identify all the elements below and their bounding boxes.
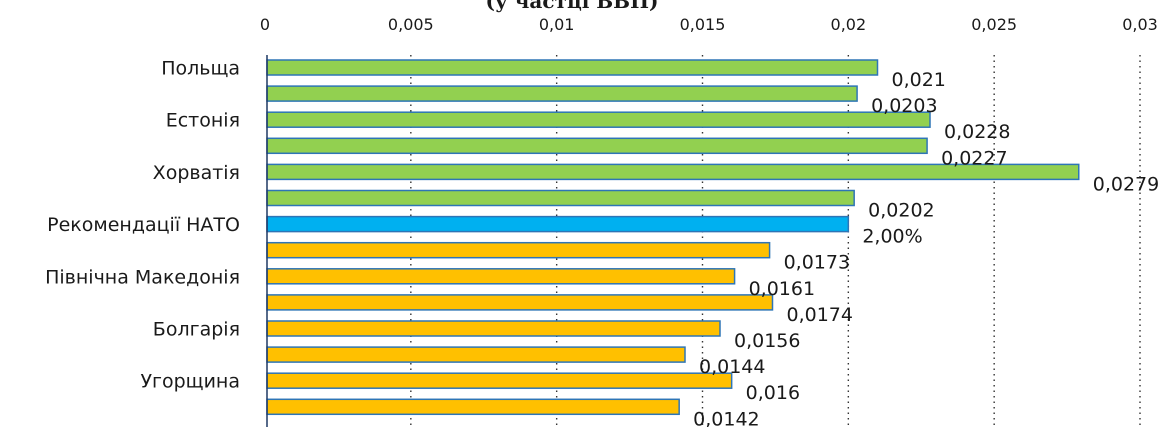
bar: [266, 294, 774, 311]
data-label: 0,0228: [944, 121, 1010, 143]
data-label: 0,0174: [787, 304, 853, 326]
x-tick-label: 0,03: [1122, 15, 1158, 34]
bar: [266, 85, 858, 102]
data-label: 0,0144: [699, 356, 765, 378]
bar: [266, 137, 928, 155]
bar: [266, 241, 771, 259]
x-tick-label: 0,005: [388, 15, 434, 34]
x-tick-label: 0,025: [971, 15, 1017, 34]
category-label: Угорщина: [140, 371, 240, 393]
data-label: 0,016: [746, 382, 800, 404]
data-label: 0,0203: [871, 95, 937, 117]
bar: [266, 346, 686, 363]
category-labels: Польща Естонія Хорватія Рекомендації НАТО Пі…: [45, 58, 240, 393]
grid-lines: [410, 55, 1141, 425]
data-labels: 0,021 0,0203 0,0228 0,0227 0,0279 0,0202 2,00%…: [693, 69, 1159, 427]
category-label: Болгарія: [153, 319, 240, 341]
data-label: 2,00%: [862, 226, 922, 248]
category-label: Рекомендації НАТО: [47, 214, 240, 236]
category-label: Естонія: [166, 110, 240, 132]
bar: [266, 320, 721, 337]
bar: [266, 189, 855, 207]
data-label: 0,0142: [693, 408, 759, 427]
category-label: Польща: [161, 58, 240, 80]
bar: [266, 59, 879, 76]
chart-title: (у частці ВВП): [486, 0, 659, 13]
bar: [266, 268, 736, 285]
data-label: 0,0156: [734, 330, 800, 352]
bar: [266, 398, 680, 416]
x-tick-label: 0,02: [831, 15, 867, 34]
data-label: 0,021: [892, 69, 946, 91]
bars: [266, 59, 1080, 416]
data-label: 0,0227: [941, 147, 1007, 169]
bar: [266, 372, 733, 389]
category-label: Хорватія: [153, 162, 240, 184]
x-tick-label: 0: [260, 15, 270, 34]
category-label: Північна Македонія: [45, 266, 240, 288]
bar: [266, 215, 850, 233]
x-axis-ticks: 0 0,005 0,01 0,015 0,02 0,025 0,03: [260, 15, 1158, 34]
x-tick-label: 0,015: [680, 15, 726, 34]
data-label: 0,0173: [784, 252, 850, 274]
x-tick-label: 0,01: [539, 15, 575, 34]
data-label: 0,0161: [749, 278, 815, 300]
data-label: 0,0202: [868, 200, 934, 222]
data-label: 0,0279: [1093, 173, 1159, 195]
bar: [266, 111, 931, 128]
